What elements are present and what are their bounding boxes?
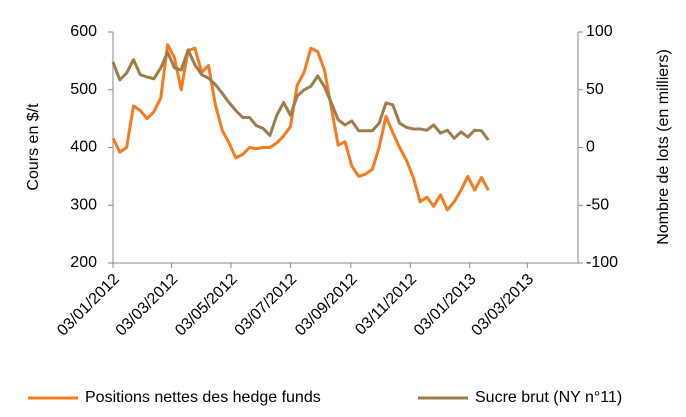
legend-label: Positions nettes des hedge funds xyxy=(85,389,321,406)
y2-tick-label: 100 xyxy=(586,23,613,40)
series-line xyxy=(111,48,490,141)
y2-axis-title: Nombre de lots (en milliers) xyxy=(655,49,672,245)
x-tick-label: 03/11/2012 xyxy=(352,271,420,339)
legend-label: Sucre brut (NY n°11) xyxy=(475,389,622,406)
y2-tick-label: -100 xyxy=(586,254,618,271)
x-tick-label: 03/07/2012 xyxy=(232,271,301,340)
y2-tick-label: 50 xyxy=(586,81,604,98)
y-tick-label: 500 xyxy=(70,81,97,98)
x-tick-label: 03/03/2012 xyxy=(113,271,182,340)
series-line xyxy=(111,43,490,212)
y2-tick-label: 0 xyxy=(586,139,595,156)
x-tick-label: 03/09/2012 xyxy=(292,271,361,340)
x-tick-label: 03/05/2012 xyxy=(172,271,241,340)
x-tick-label: 03/03/2013 xyxy=(468,271,537,340)
y-axis-title: Cours en $/t xyxy=(25,103,42,191)
y-tick-label: 200 xyxy=(70,254,97,271)
y-tick-label: 600 xyxy=(70,23,97,40)
x-tick-label: 03/01/2012 xyxy=(54,271,123,340)
y2-tick-label: -50 xyxy=(586,196,609,213)
y-tick-label: 300 xyxy=(70,196,97,213)
y-tick-label: 400 xyxy=(70,139,97,156)
